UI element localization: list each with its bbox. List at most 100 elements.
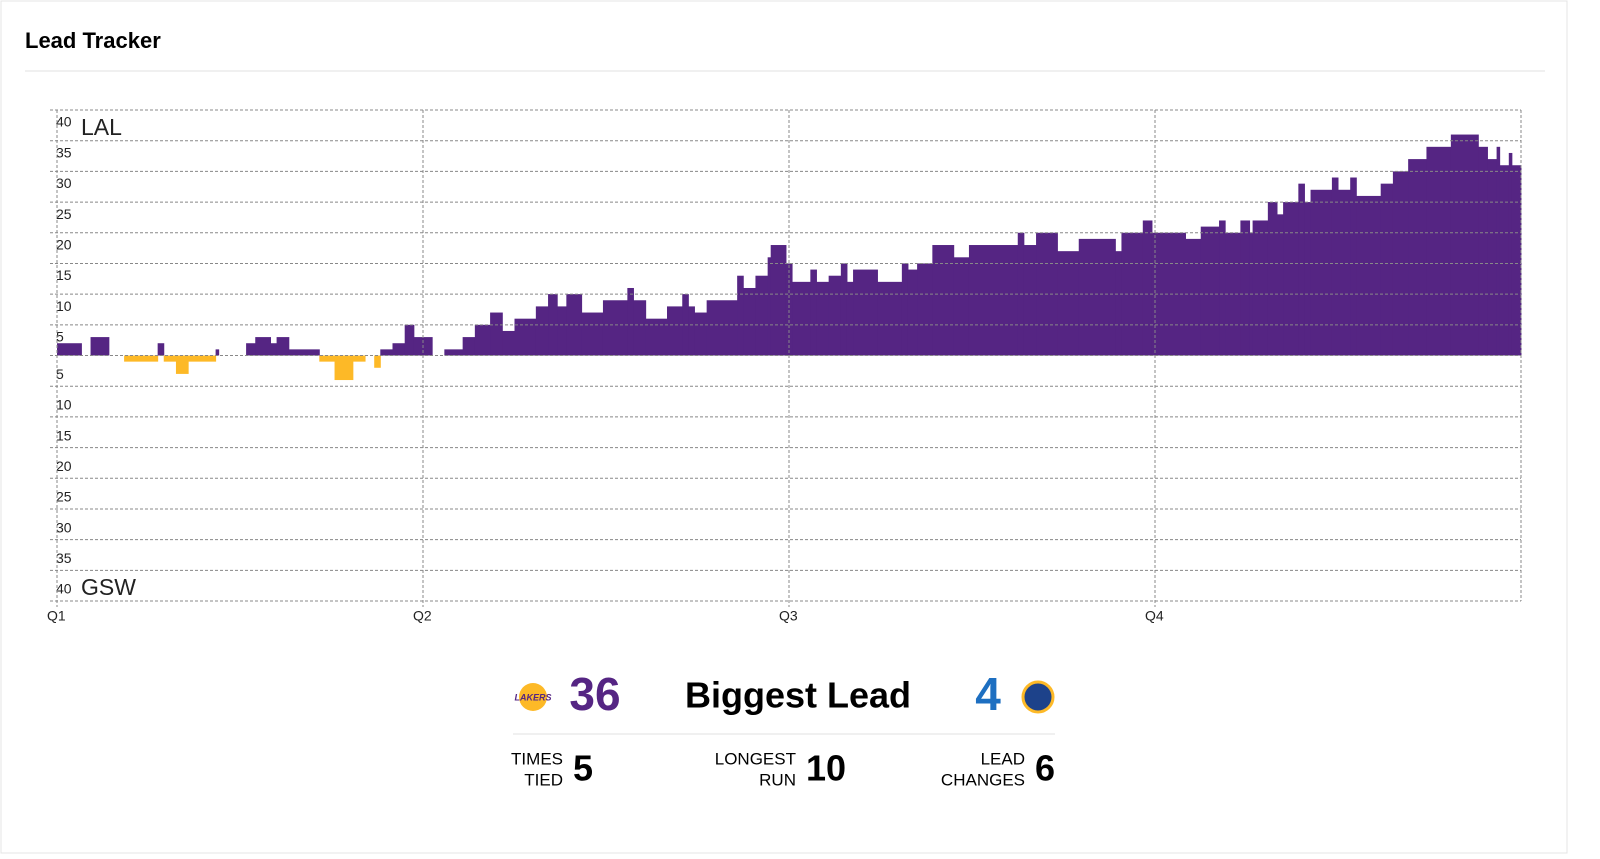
lead-bar — [188, 355, 217, 362]
y-tick-label: 10 — [56, 397, 72, 413]
bottom-team-label: GSW — [81, 574, 136, 600]
lead-bar — [1350, 177, 1357, 356]
lead-bar — [1450, 134, 1479, 356]
lead-bar — [276, 337, 290, 356]
lead-bar — [163, 355, 177, 362]
lead-bar — [1283, 202, 1299, 356]
lead-bar — [1511, 165, 1522, 356]
lead-bar — [1408, 159, 1427, 356]
lead-bar — [474, 324, 491, 356]
title: Lead Tracker — [25, 28, 161, 53]
stats: LAKERS 36 Biggest Lead 4 — [513, 668, 1055, 735]
lead-bar — [1142, 220, 1153, 356]
stat-value: 10 — [806, 748, 846, 789]
lead-bar — [557, 306, 567, 356]
y-tick-label: 10 — [56, 298, 72, 314]
lead-bar — [1426, 146, 1452, 356]
x-tick-label: Q3 — [779, 608, 798, 624]
x-tick-label: Q2 — [413, 608, 432, 624]
lead-bar — [1496, 146, 1501, 356]
lead-bar — [1240, 220, 1251, 356]
lead-bar — [737, 275, 744, 356]
stat-label: TIMES — [511, 749, 563, 768]
lead-bar — [392, 343, 406, 356]
lead-bar — [514, 318, 537, 356]
x-tick-label: Q4 — [1145, 608, 1164, 624]
lead-bar — [785, 263, 793, 356]
lead-bar — [1331, 177, 1339, 356]
stat-label: LEAD — [981, 749, 1025, 768]
gsw-biggest-lead: 4 — [975, 668, 1001, 720]
lead-bar — [953, 257, 970, 356]
lead-bar — [627, 287, 634, 356]
lead-bar — [1200, 226, 1220, 356]
lead-bar — [581, 312, 604, 356]
x-tick-label: Q1 — [47, 608, 66, 624]
lead-bar — [810, 269, 817, 356]
y-tick-label: 15 — [56, 267, 72, 283]
stat-label: CHANGES — [941, 770, 1025, 789]
lead-bar — [645, 318, 668, 356]
lead-bar — [1277, 214, 1284, 356]
stat-label: TIED — [524, 770, 563, 789]
lead-bar — [404, 324, 415, 356]
svg-text:LAKERS: LAKERS — [514, 692, 551, 702]
lead-bar — [816, 281, 830, 356]
lead-bar — [57, 343, 82, 356]
lead-bar — [602, 300, 628, 356]
lead-bar — [770, 245, 787, 356]
card — [0, 0, 1568, 854]
lead-bar — [288, 349, 320, 356]
lead-bar — [374, 355, 381, 368]
lead-bar — [175, 355, 189, 374]
lead-bar — [1380, 183, 1394, 356]
lead-bar — [215, 349, 220, 356]
lead-bar — [1356, 195, 1382, 356]
lead-bar — [535, 306, 549, 356]
lead-bar — [694, 312, 708, 356]
y-tick-label: 40 — [56, 581, 72, 597]
plot: 40 35 30 25 20 15 10 5 5 10 15 20 25 30 35 40 Q1 Q2 Q3 Q4 LA… — [47, 109, 1522, 624]
lead-bar — [1267, 202, 1278, 356]
lead-bar — [1252, 220, 1269, 356]
lead-bar — [828, 275, 842, 356]
stat-value: 5 — [573, 748, 593, 789]
lead-bar — [706, 300, 738, 356]
lead-bar — [157, 343, 165, 356]
lead-bar — [1115, 251, 1122, 356]
y-tick-label: 20 — [56, 236, 72, 252]
y-tick-label: 35 — [56, 144, 72, 160]
y-tick-label: 20 — [56, 458, 72, 474]
lead-bar — [1219, 220, 1226, 356]
y-tick-label: 25 — [56, 206, 72, 222]
lead-bar — [840, 263, 848, 356]
lead-bar — [270, 343, 278, 356]
lead-bar — [1499, 165, 1510, 356]
lead-bar — [853, 269, 878, 356]
lead-bar — [380, 349, 393, 356]
lead-bar — [334, 355, 354, 381]
lead-bar — [877, 281, 903, 356]
lead-bar — [1310, 189, 1333, 356]
lead-bar — [255, 337, 271, 356]
lead-bar — [917, 263, 933, 356]
lead-bar — [792, 281, 811, 356]
lead-bar — [846, 281, 854, 356]
biggest-lead-label: Biggest Lead — [685, 675, 911, 716]
top-team-label: LAL — [81, 114, 122, 140]
lead-bar — [444, 349, 464, 356]
lead-bar — [1185, 238, 1202, 356]
y-tick-label: 30 — [56, 175, 72, 191]
stat-label: RUN — [759, 770, 796, 789]
lead-bar — [352, 355, 366, 362]
lead-bar — [246, 343, 256, 356]
lead-bar — [1304, 202, 1312, 356]
lal-biggest-lead: 36 — [569, 668, 620, 720]
lead-bar — [901, 263, 909, 356]
y-tick-label: 40 — [56, 114, 72, 130]
stat-value: 6 — [1035, 748, 1055, 789]
y-tick-label: 30 — [56, 519, 72, 535]
y-tick-label: 5 — [56, 329, 64, 345]
